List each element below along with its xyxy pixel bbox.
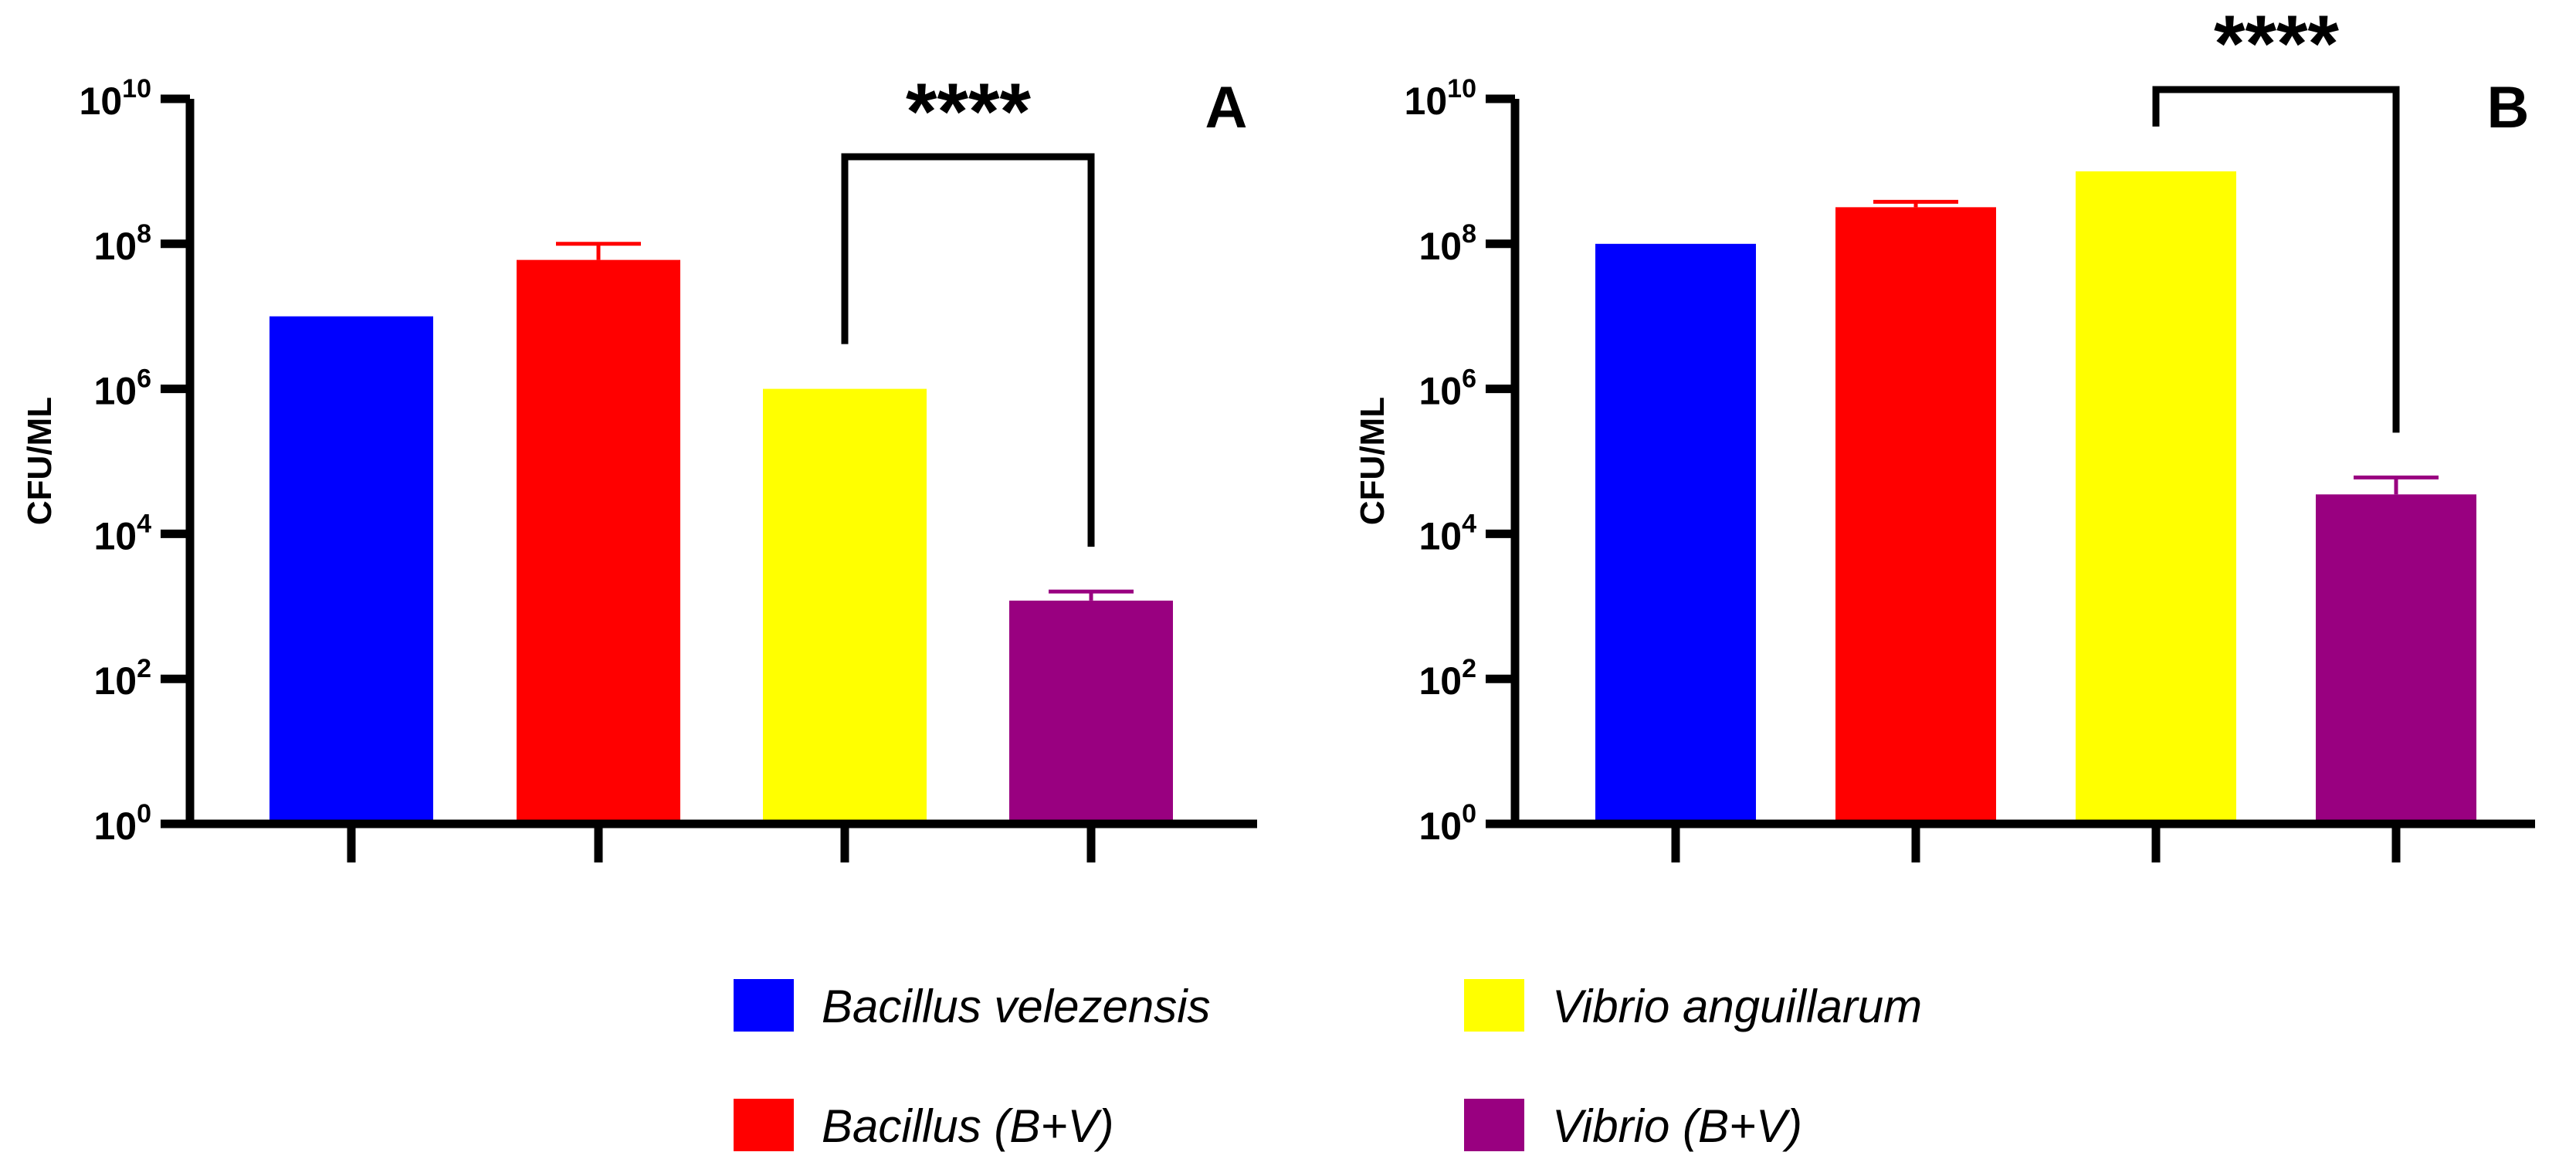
y-tick-label: 104	[1418, 509, 1476, 557]
y-tick-exponent: 10	[1447, 74, 1476, 103]
legend-swatch	[734, 979, 794, 1032]
y-tick-exponent: 2	[1462, 654, 1476, 683]
y-tick-exponent: 10	[122, 74, 151, 103]
legend-item: Bacillus velezensis	[734, 979, 1211, 1032]
y-tick-exponent: 4	[137, 509, 151, 538]
significance-label: ****	[906, 67, 1031, 157]
y-tick-label: 1010	[80, 74, 151, 123]
bar-4	[2316, 494, 2476, 824]
bar-1	[269, 316, 433, 824]
y-tick-exponent: 4	[1462, 509, 1476, 538]
y-tick-base: 10	[93, 659, 137, 703]
y-tick-base: 10	[93, 370, 137, 413]
significance-bracket	[2152, 86, 2400, 433]
y-tick-label: 108	[1418, 219, 1476, 268]
bar-4	[1009, 600, 1173, 824]
significance-bracket	[841, 153, 1095, 547]
y-tick-label: 106	[93, 364, 151, 413]
bar-3	[2076, 171, 2236, 824]
y-tick-exponent: 6	[137, 364, 151, 394]
legend-label: Bacillus (B+V)	[822, 1100, 1113, 1152]
y-tick-exponent: 8	[1462, 219, 1476, 249]
y-tick-base: 10	[1418, 370, 1462, 413]
bar-1	[1595, 243, 1756, 824]
y-tick-base: 10	[80, 80, 123, 123]
significance-label: ****	[2214, 0, 2339, 89]
legend: Bacillus velezensis Vibrio anguillarum Bac…	[734, 979, 1922, 1152]
y-tick-label: 100	[1418, 799, 1476, 848]
y-tick-exponent: 2	[137, 654, 151, 683]
legend-item: Bacillus (B+V)	[734, 1099, 1113, 1152]
legend-swatch	[1464, 979, 1524, 1032]
y-tick-base: 10	[1418, 805, 1462, 848]
bar-2	[517, 259, 680, 824]
legend-label: Vibrio anguillarum	[1552, 981, 1922, 1032]
legend-swatch	[734, 1099, 794, 1151]
y-tick-label: 104	[93, 509, 151, 557]
y-tick-label: 106	[1418, 364, 1476, 413]
y-tick-base: 10	[93, 225, 137, 268]
legend-item: Vibrio (B+V)	[1464, 1099, 1802, 1152]
y-tick-exponent: 8	[137, 219, 151, 249]
legend-label: Bacillus velezensis	[822, 981, 1211, 1032]
y-tick-label: 102	[1418, 654, 1476, 703]
y-tick-base: 10	[1418, 659, 1462, 703]
y-tick-base: 10	[1418, 225, 1462, 268]
y-tick-base: 10	[1418, 514, 1462, 557]
bar-3	[763, 388, 927, 825]
y-tick-label: 108	[93, 219, 151, 268]
y-tick-label: 1010	[1405, 74, 1476, 123]
y-axis-label: CFU/ML	[1354, 397, 1391, 525]
y-tick-label: 102	[93, 654, 151, 703]
y-tick-base: 10	[1405, 80, 1448, 123]
y-tick-exponent: 0	[137, 799, 151, 828]
y-tick-label: 100	[93, 799, 151, 848]
legend-label: Vibrio (B+V)	[1552, 1100, 1802, 1152]
y-tick-base: 10	[93, 514, 137, 557]
y-tick-exponent: 6	[1462, 364, 1476, 394]
panel-label: B	[2487, 75, 2530, 141]
bar-2	[1835, 207, 1996, 824]
panel-label: A	[1205, 75, 1248, 141]
legend-swatch	[1464, 1099, 1524, 1151]
y-axis-label: CFU/ML	[21, 397, 59, 525]
legend-item: Vibrio anguillarum	[1464, 979, 1922, 1032]
y-tick-base: 10	[93, 805, 137, 848]
y-tick-exponent: 0	[1462, 799, 1476, 828]
